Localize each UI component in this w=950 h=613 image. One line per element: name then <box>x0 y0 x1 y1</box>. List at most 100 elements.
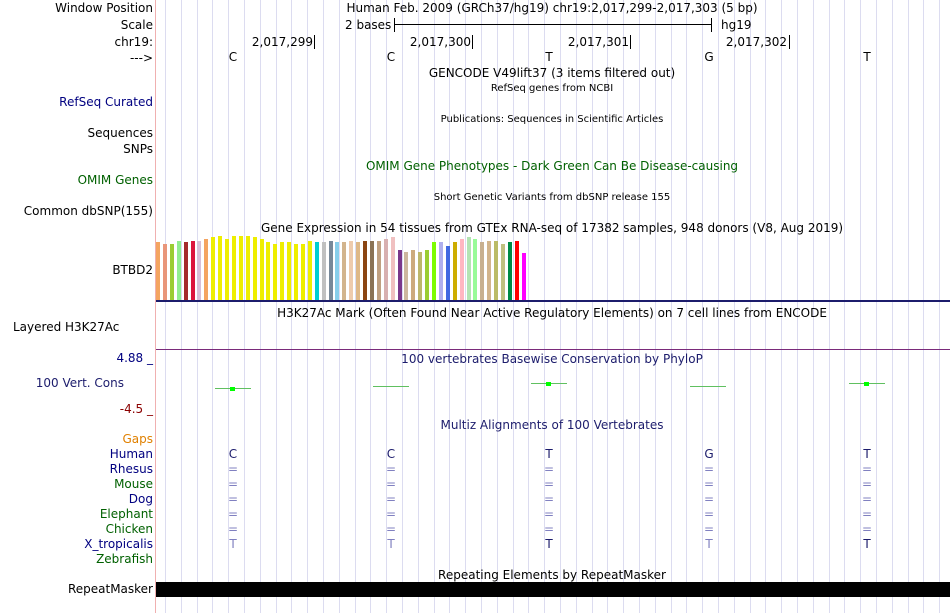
gtex-bar[interactable] <box>287 242 292 300</box>
gtex-bar[interactable] <box>294 244 298 300</box>
position-text: Human Feb. 2009 (GRCh37/hg19) chr19:2,01… <box>346 1 758 15</box>
gtex-bar[interactable] <box>466 237 471 300</box>
gtex-bar[interactable] <box>356 242 361 300</box>
multiz-label-gaps[interactable]: Gaps <box>122 432 153 446</box>
grid-line <box>181 0 182 613</box>
gtex-bar[interactable] <box>252 237 257 300</box>
gtex-bar[interactable] <box>501 244 505 300</box>
gtex-bar[interactable] <box>473 239 478 300</box>
gtex-bar[interactable] <box>280 242 285 300</box>
gtex-bar[interactable] <box>390 237 395 300</box>
gtex-bar[interactable] <box>259 239 264 300</box>
gtex-bar[interactable] <box>480 242 485 300</box>
grid-line <box>607 0 608 613</box>
aligned-base: C <box>228 447 238 461</box>
gtex-bar[interactable] <box>349 241 354 300</box>
aligned-base: T <box>229 537 237 551</box>
species-label-xtropicalis[interactable]: X_tropicalis <box>84 537 153 551</box>
grid-line <box>623 0 624 613</box>
grid-line <box>165 0 166 613</box>
gtex-bar[interactable] <box>369 241 374 300</box>
gtex-bar[interactable] <box>445 246 450 300</box>
gtex-bar[interactable] <box>425 250 430 300</box>
label-strand[interactable]: ---> <box>129 51 153 65</box>
gtex-bar[interactable] <box>514 241 519 300</box>
coord-label-2: 2,017,300 <box>409 35 471 49</box>
h3k27ac-baseline <box>156 349 950 350</box>
gtex-bar[interactable] <box>183 242 188 300</box>
gtex-bar[interactable] <box>238 236 243 300</box>
species-label-rhesus[interactable]: Rhesus <box>109 462 153 476</box>
gtex-bar[interactable] <box>452 242 457 300</box>
track-label-snps[interactable]: SNPs <box>123 142 153 156</box>
gtex-bar[interactable] <box>438 242 443 300</box>
aligned-base: = <box>385 522 397 536</box>
aligned-base: T <box>863 447 871 461</box>
gtex-bar[interactable] <box>218 236 223 300</box>
gtex-bar[interactable] <box>231 236 236 300</box>
ref-base: C <box>228 50 238 64</box>
gtex-bar[interactable] <box>342 242 347 300</box>
gtex-bar[interactable] <box>487 241 492 300</box>
aligned-base: = <box>227 477 239 491</box>
species-label-elephant[interactable]: Elephant <box>99 507 153 521</box>
gtex-bar[interactable] <box>411 250 416 300</box>
grid-line <box>465 0 466 613</box>
gtex-bar[interactable] <box>363 241 367 300</box>
gtex-bar[interactable] <box>211 237 216 300</box>
gtex-bar[interactable] <box>404 252 409 300</box>
species-label-dog[interactable]: Dog <box>128 492 153 506</box>
gtex-bar[interactable] <box>266 242 271 300</box>
gtex-bar[interactable] <box>162 244 167 300</box>
species-label-chicken[interactable]: Chicken <box>105 522 153 536</box>
gtex-bar[interactable] <box>300 244 305 300</box>
track-label-sequences[interactable]: Sequences <box>87 126 153 140</box>
aligned-base: = <box>543 477 555 491</box>
gtex-bar[interactable] <box>507 242 512 300</box>
track-title-gencode[interactable]: GENCODE V49lift37 (3 items filtered out) <box>428 66 676 80</box>
gtex-bar[interactable] <box>156 242 160 300</box>
track-label-omim[interactable]: OMIM Genes <box>77 173 153 187</box>
aligned-base: C <box>386 447 396 461</box>
gtex-bar[interactable] <box>432 242 436 300</box>
gtex-bar[interactable] <box>494 241 499 300</box>
coord-tick-3 <box>630 35 631 49</box>
track-label-refseq[interactable]: RefSeq Curated <box>59 95 153 109</box>
species-label-human[interactable]: Human <box>109 447 153 461</box>
track-label-cons[interactable]: 100 Vert. Cons <box>35 376 124 390</box>
gtex-bar[interactable] <box>383 239 388 300</box>
gtex-bar[interactable] <box>245 236 250 300</box>
repeatmasker-block[interactable] <box>156 582 950 597</box>
gtex-bar[interactable] <box>328 241 333 300</box>
track-label-repeatmasker[interactable]: RepeatMasker <box>67 582 153 596</box>
gtex-bar[interactable] <box>307 241 312 300</box>
species-label-zebrafish[interactable]: Zebrafish <box>96 552 153 566</box>
aligned-base: = <box>543 462 555 476</box>
gtex-bar[interactable] <box>176 241 181 300</box>
track-desc-publications: Publications: Sequences in Scientific Ar… <box>440 114 664 125</box>
gtex-bar[interactable] <box>335 242 340 300</box>
track-label-btbd2[interactable]: BTBD2 <box>112 263 153 277</box>
gtex-bar[interactable] <box>314 242 319 300</box>
aligned-base: = <box>385 507 397 521</box>
gtex-bar[interactable] <box>418 252 423 300</box>
gtex-bar[interactable] <box>225 239 229 300</box>
grid-line <box>829 0 830 613</box>
gtex-bar[interactable] <box>376 241 381 300</box>
grid-line <box>307 0 308 613</box>
species-label-mouse[interactable]: Mouse <box>114 477 153 491</box>
gtex-bar[interactable] <box>321 242 326 300</box>
track-label-dbsnp[interactable]: Common dbSNP(155) <box>23 204 153 218</box>
gtex-bar[interactable] <box>397 250 402 300</box>
gtex-bar[interactable] <box>169 244 174 300</box>
grid-line <box>434 0 435 613</box>
track-label-h3k27ac[interactable]: Layered H3K27Ac <box>13 320 120 334</box>
gtex-bar[interactable] <box>204 239 209 300</box>
gtex-bar[interactable] <box>521 253 526 300</box>
gtex-bar[interactable] <box>459 239 464 300</box>
gtex-bar[interactable] <box>273 244 278 300</box>
gtex-bar[interactable] <box>197 241 202 300</box>
cons-plot[interactable] <box>155 360 950 410</box>
gtex-bar-chart[interactable] <box>155 236 535 300</box>
gtex-bar[interactable] <box>190 241 195 300</box>
